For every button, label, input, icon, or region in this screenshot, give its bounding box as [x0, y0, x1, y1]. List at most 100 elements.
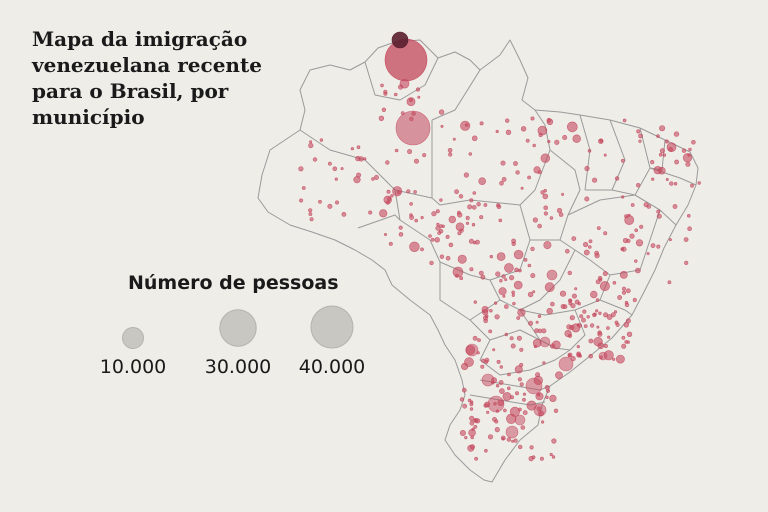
municipality-point	[484, 448, 488, 453]
municipality-point	[531, 455, 536, 460]
municipality-point	[602, 271, 608, 277]
municipality-point	[471, 205, 477, 210]
state-border	[469, 394, 546, 406]
municipality-point	[516, 335, 522, 341]
state-border	[634, 194, 677, 226]
municipality-point	[522, 392, 527, 396]
municipality-point	[571, 293, 577, 299]
municipality-point	[624, 300, 629, 305]
legend-circle	[310, 305, 354, 349]
map-title-line: venezuelana recente	[32, 53, 262, 77]
municipality-point	[517, 377, 523, 382]
municipality-point	[476, 202, 481, 207]
municipality-point	[583, 324, 588, 329]
municipality-point	[350, 147, 355, 151]
municipality-point	[549, 394, 557, 403]
municipality-point	[612, 357, 616, 361]
municipality-point	[684, 260, 689, 266]
municipality-point	[657, 166, 666, 175]
municipality-point	[532, 290, 536, 294]
municipality-point	[493, 402, 497, 406]
municipality-point	[681, 148, 687, 153]
municipality-point	[459, 397, 465, 402]
municipality-point	[569, 315, 575, 321]
municipality-point	[413, 190, 417, 194]
municipality-point	[454, 273, 459, 278]
municipality-point	[621, 286, 626, 291]
municipality-point	[463, 172, 470, 178]
municipality-point	[593, 337, 603, 347]
municipality-point	[498, 218, 503, 223]
municipality-point	[551, 438, 557, 444]
municipality-point	[559, 290, 567, 297]
municipality-point	[391, 31, 409, 49]
municipality-point	[505, 129, 512, 136]
municipality-point	[588, 338, 594, 344]
municipality-point	[373, 175, 379, 181]
municipality-point	[624, 215, 635, 225]
municipality-point	[638, 139, 642, 143]
municipality-point	[520, 425, 526, 430]
municipality-point	[393, 92, 398, 97]
municipality-point	[452, 137, 456, 141]
municipality-point	[556, 207, 563, 214]
municipality-point	[488, 329, 493, 334]
municipality-point	[299, 198, 304, 203]
municipality-point	[662, 153, 667, 157]
municipality-point	[491, 377, 497, 384]
municipality-point	[441, 224, 445, 229]
municipality-point	[509, 275, 515, 281]
municipality-point	[651, 177, 655, 181]
municipality-point	[511, 241, 516, 247]
municipality-point	[469, 415, 475, 422]
state-borders	[257, 39, 699, 483]
municipality-point	[582, 241, 589, 248]
municipality-point	[400, 111, 405, 116]
municipality-point	[664, 139, 669, 144]
municipality-point	[498, 287, 507, 296]
municipality-point	[327, 203, 333, 209]
municipality-point	[607, 335, 611, 339]
municipality-point	[668, 146, 673, 152]
municipality-point	[502, 392, 512, 401]
municipality-point	[448, 215, 456, 224]
municipality-point	[544, 384, 550, 390]
municipality-point	[457, 231, 462, 236]
municipality-point	[688, 147, 692, 152]
municipality-point	[650, 160, 655, 165]
municipality-point	[509, 406, 520, 417]
municipality-point	[650, 243, 656, 248]
municipality-point	[511, 439, 515, 443]
municipality-point	[356, 172, 362, 178]
municipality-point	[484, 401, 491, 408]
municipality-point	[549, 216, 554, 220]
municipality-point	[523, 257, 528, 262]
municipality-point	[469, 407, 474, 411]
municipality-point	[409, 213, 413, 217]
municipality-point	[309, 217, 314, 222]
municipality-point	[587, 149, 592, 153]
municipality-point	[383, 233, 387, 237]
municipality-point	[448, 152, 453, 157]
municipality-point	[626, 238, 631, 243]
municipality-point	[473, 417, 479, 423]
municipality-point	[483, 203, 488, 207]
legend-title: Número de pessoas	[128, 272, 339, 294]
municipality-point	[506, 437, 512, 442]
municipality-point	[447, 148, 453, 153]
municipality-point	[495, 129, 499, 134]
municipality-point	[465, 215, 470, 221]
municipality-point	[537, 314, 542, 318]
municipality-point	[584, 165, 590, 172]
state-border	[611, 127, 651, 196]
municipality-point	[386, 189, 391, 194]
state-border	[599, 299, 633, 316]
municipality-point	[409, 241, 420, 253]
state-border	[431, 69, 481, 121]
municipality-point	[632, 297, 637, 303]
municipality-point	[495, 271, 501, 277]
municipality-point	[332, 166, 338, 172]
municipality-point	[522, 410, 528, 416]
municipality-point	[590, 290, 598, 299]
